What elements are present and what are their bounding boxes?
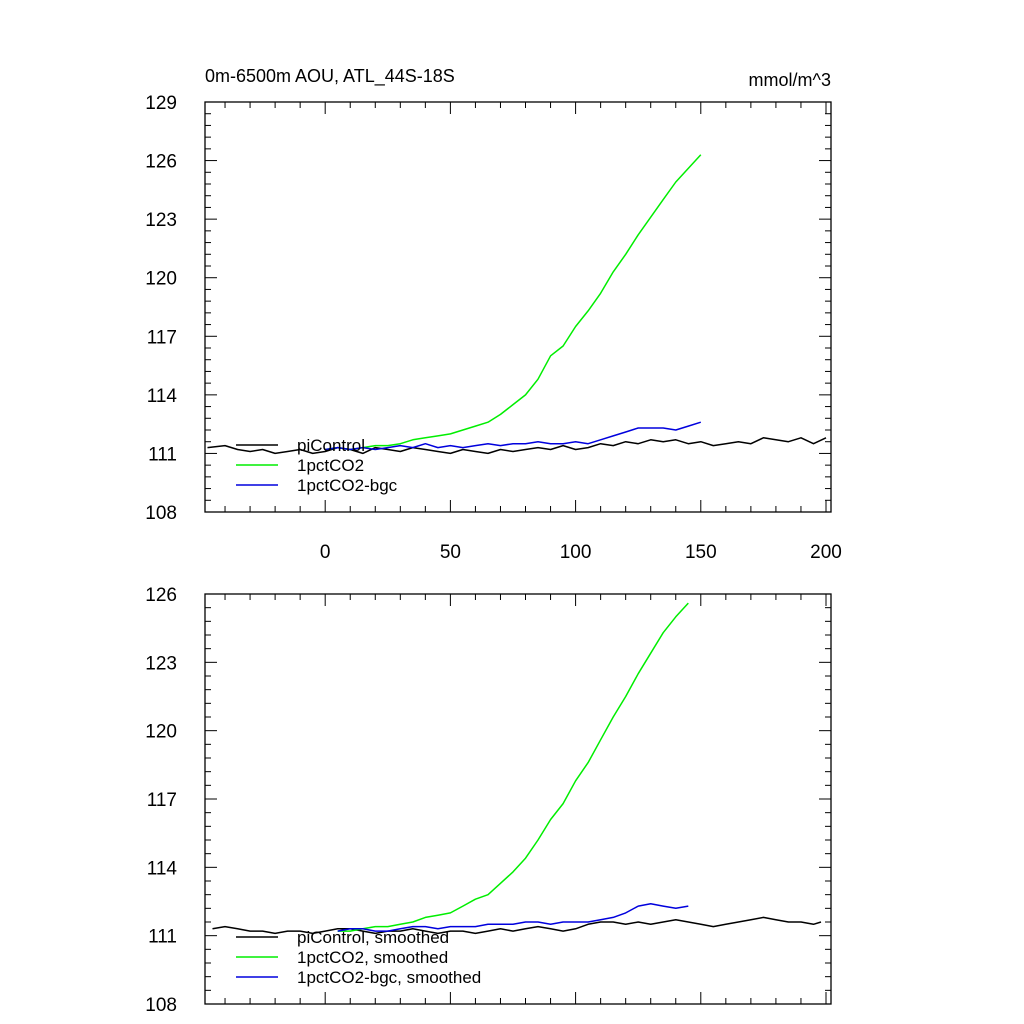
top-y-tick-label: 108	[145, 503, 177, 524]
top-y-tick-label: 120	[145, 269, 177, 290]
bottom-y-tick-label: 117	[147, 790, 177, 811]
top-x-tick-label: 200	[810, 542, 842, 563]
top-legend-label-0: piControl	[297, 436, 365, 455]
top-series-line-2	[325, 421, 702, 451]
top-x-tick-label: 150	[685, 542, 717, 563]
top-y-tick-label: 114	[147, 386, 178, 407]
top-panel: 108 111 114 117 120 123 126 129 0 50 100 150 200 piCo…	[145, 66, 842, 563]
bottom-panel: 108 111 114 117 120 123 126 piControl, smoothed…	[145, 585, 832, 1016]
bottom-y-tick-label: 126	[145, 585, 177, 606]
top-y-tick-label: 126	[145, 152, 177, 173]
bottom-series-line-2	[337, 903, 689, 932]
top-x-tick-label: 100	[560, 542, 592, 563]
bottom-y-tick-label: 123	[145, 653, 177, 674]
top-x-tick-label: 0	[320, 542, 331, 563]
bottom-legend-label-0: piControl, smoothed	[297, 928, 449, 947]
top-y-tick-label: 117	[147, 327, 177, 348]
bottom-y-tick-label: 114	[147, 858, 178, 879]
top-x-tick-label: 50	[440, 542, 461, 563]
bottom-y-tick-label: 111	[148, 927, 177, 948]
top-y-tick-label: 129	[145, 93, 177, 114]
bottom-series-line-0	[212, 916, 822, 935]
chart-title: 0m-6500m AOU, ATL_44S-18S	[205, 66, 455, 87]
top-plot-frame	[204, 101, 832, 513]
bottom-legend-label-2: 1pctCO2-bgc, smoothed	[297, 968, 481, 987]
units-label: mmol/m^3	[749, 70, 831, 90]
bottom-series-line-1	[337, 602, 689, 932]
bottom-y-tick-label: 108	[145, 995, 177, 1016]
bottom-legend-label-1: 1pctCO2, smoothed	[297, 948, 448, 967]
bottom-y-tick-label: 120	[145, 722, 177, 743]
top-legend-label-2: 1pctCO2-bgc	[297, 476, 398, 495]
top-y-tick-label: 123	[145, 210, 177, 231]
top-series-line-1	[325, 154, 702, 451]
top-y-tick-label: 111	[148, 444, 177, 465]
top-series-line-0	[207, 437, 827, 455]
top-legend-label-1: 1pctCO2	[297, 456, 364, 475]
